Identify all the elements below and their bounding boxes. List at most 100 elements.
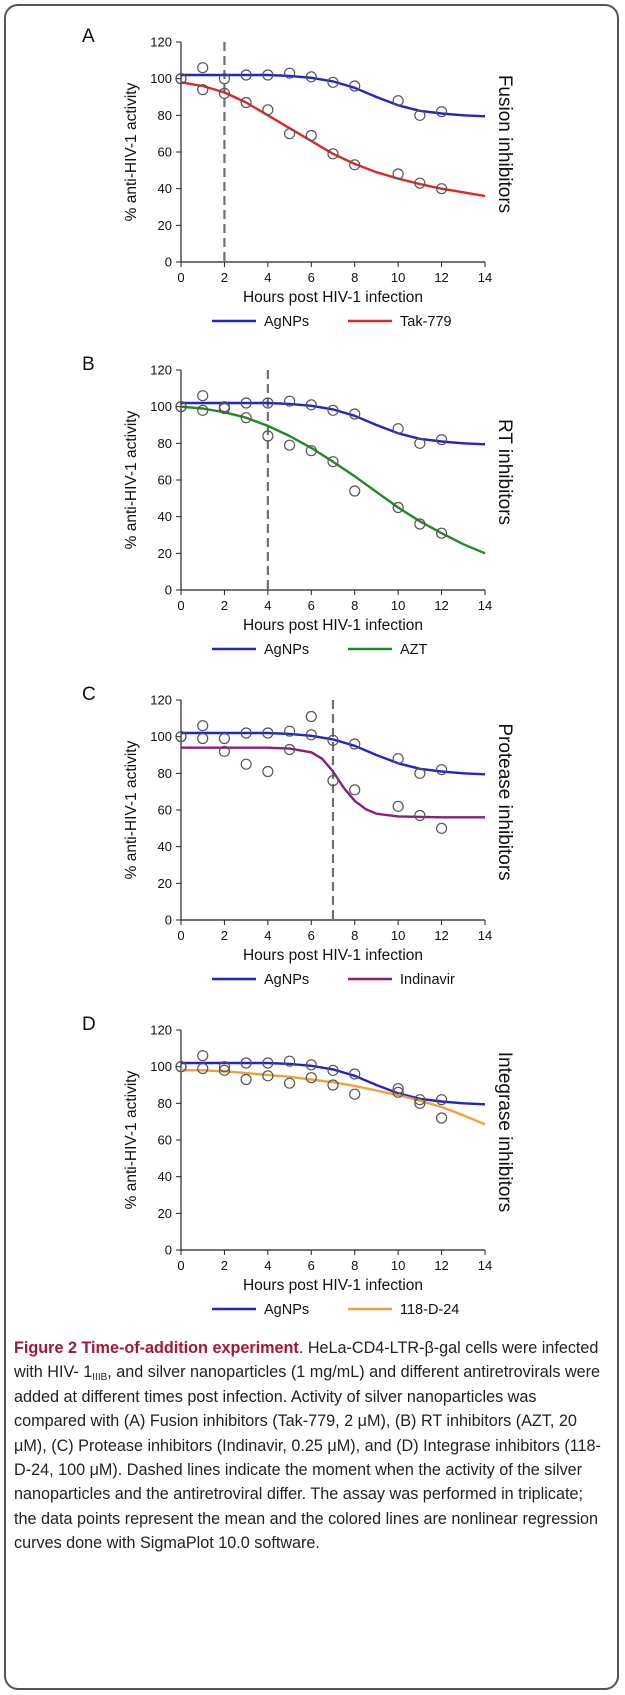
data-point [283, 725, 296, 737]
data-point [305, 1072, 317, 1084]
legend-label: Indinavir [400, 972, 455, 988]
data-point [197, 390, 209, 402]
y-tick-label: 100 [150, 729, 172, 744]
data-point [262, 1057, 274, 1069]
side-label: Fusion inhibitors [494, 75, 515, 213]
data-point [262, 765, 274, 778]
x-tick-label: 8 [351, 598, 358, 613]
side-label: Protease inhibitors [494, 723, 515, 880]
data-point [197, 1050, 209, 1062]
data-point [305, 71, 317, 83]
data-point [414, 437, 426, 449]
data-point [197, 62, 209, 74]
data-point [435, 822, 448, 834]
data-point [283, 1055, 296, 1067]
y-tick-label: 120 [150, 35, 172, 50]
data-point [327, 76, 339, 88]
y-tick-label: 60 [158, 803, 172, 818]
x-tick-label: 12 [434, 928, 448, 943]
data-point [327, 1064, 339, 1076]
x-tick-label: 0 [177, 598, 184, 613]
data-point [283, 395, 296, 407]
data-point [240, 397, 252, 409]
x-tick-label: 10 [391, 928, 405, 943]
data-point [240, 69, 252, 81]
data-point [305, 1059, 317, 1071]
data-point [240, 758, 252, 770]
data-point [414, 518, 426, 530]
fit-curve-agnps [181, 731, 486, 776]
x-tick-label: 2 [221, 928, 228, 943]
data-point [240, 96, 252, 109]
y-tick-label: 60 [158, 145, 172, 160]
data-point [175, 731, 187, 743]
x-axis-title: Hours post HIV-1 infection [243, 947, 423, 964]
data-point [218, 87, 231, 99]
x-tick-label: 10 [391, 1258, 405, 1273]
y-tick-label: 20 [158, 546, 172, 561]
data-point [349, 784, 361, 796]
fit-curve-azt [180, 405, 486, 555]
data-point [414, 809, 426, 822]
data-point [240, 412, 252, 424]
data-point [305, 399, 317, 411]
data-point [197, 404, 209, 416]
y-tick-label: 80 [158, 766, 172, 781]
y-tick-label: 80 [158, 1096, 172, 1111]
chart-panel-a: A 0 20 40 60 80 100 120 0 2 4 6 8 10 12 14 Hours post HI… [82, 26, 515, 330]
data-point [218, 402, 231, 415]
data-point [435, 1112, 448, 1124]
y-tick-label: 80 [158, 436, 172, 451]
data-point [414, 177, 426, 189]
panel-letter: B [82, 354, 95, 375]
caption-text-continued: , and silver nanoparticles (1 mg/mL) and… [14, 1363, 601, 1553]
x-tick-label: 8 [351, 1258, 358, 1273]
data-point [349, 738, 361, 750]
data-point [392, 1083, 404, 1095]
figure-frame [4, 4, 619, 1690]
fit-curve-agnps [181, 73, 486, 118]
data-point [414, 109, 426, 121]
legend-label: AgNPs [264, 314, 309, 330]
data-point [327, 404, 339, 416]
x-tick-label: 14 [478, 270, 492, 285]
data-point [435, 764, 448, 776]
panel-letter: C [82, 684, 96, 705]
legend-label: AZT [400, 642, 428, 658]
data-point [349, 80, 361, 92]
data-point [392, 168, 404, 180]
caption-subscript: IIIB [92, 1372, 108, 1384]
y-tick-label: 20 [158, 218, 172, 233]
data-point [197, 720, 209, 732]
panel-letter: A [82, 26, 95, 47]
figure-caption: Figure 2 Time-of-addition experiment. He… [14, 1336, 608, 1556]
data-point [435, 106, 448, 118]
data-point [175, 1061, 187, 1073]
data-point [197, 732, 209, 745]
y-tick-label: 20 [158, 1206, 172, 1221]
data-point [392, 423, 404, 435]
y-tick-label: 60 [158, 473, 172, 488]
data-point [218, 73, 231, 85]
x-tick-label: 10 [391, 270, 405, 285]
data-point [414, 1094, 426, 1106]
x-tick-label: 6 [308, 928, 315, 943]
x-tick-label: 4 [264, 1258, 271, 1273]
data-point [283, 439, 296, 451]
y-tick-label: 0 [165, 1243, 172, 1258]
x-axis-title: Hours post HIV-1 infection [243, 289, 423, 306]
side-label: Integrase inhibitors [494, 1052, 515, 1213]
y-tick-label: 120 [150, 363, 172, 378]
y-axis-title: % anti-HIV-1 activity [123, 410, 140, 549]
data-point [283, 128, 296, 140]
y-tick-label: 120 [150, 1023, 172, 1038]
data-point [392, 95, 404, 107]
y-tick-label: 40 [158, 509, 172, 524]
x-tick-label: 12 [434, 1258, 448, 1273]
x-tick-label: 4 [264, 270, 271, 285]
y-axis-title: % anti-HIV-1 activity [123, 740, 140, 879]
data-point [349, 408, 361, 420]
data-point [305, 445, 317, 457]
y-tick-label: 0 [165, 255, 172, 270]
data-point [435, 434, 448, 446]
